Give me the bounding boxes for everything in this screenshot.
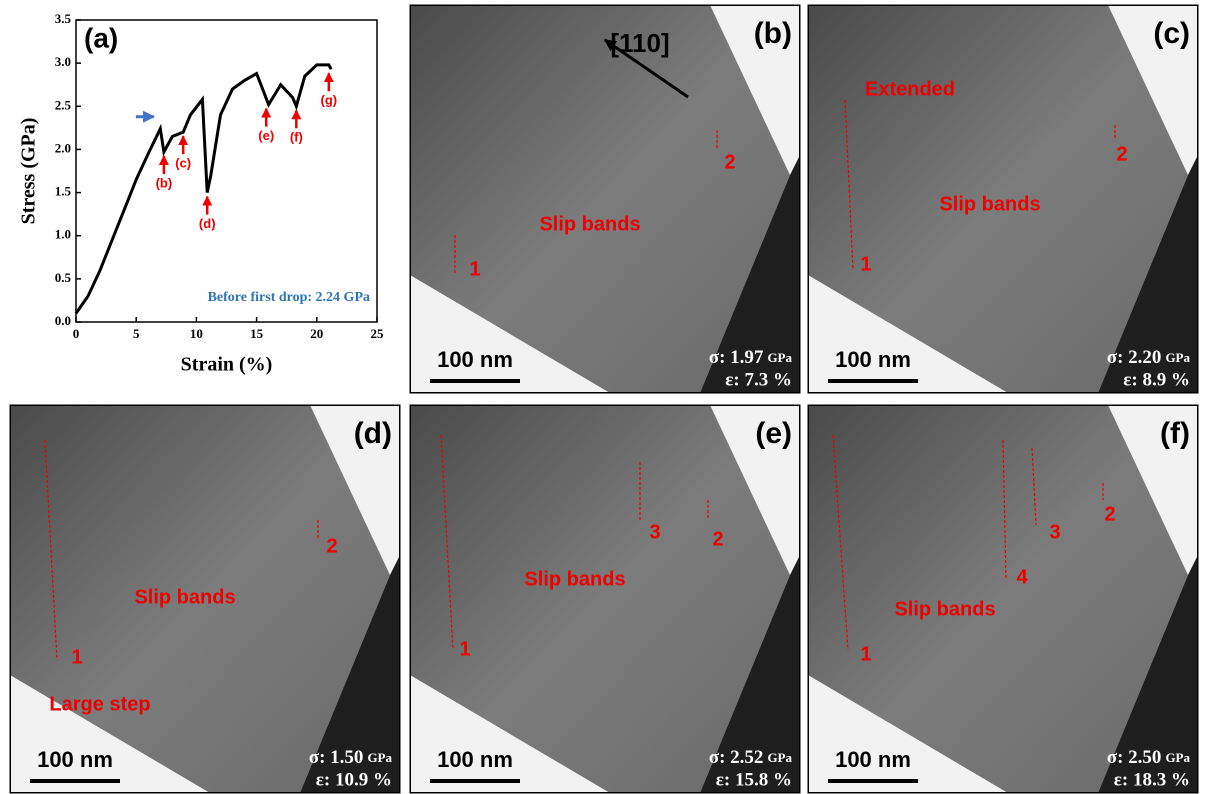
- marker-label: (f): [290, 130, 303, 145]
- stress-value: σ: 1.97: [709, 347, 764, 368]
- annotation: 1: [71, 646, 82, 668]
- scale-label: 100 nm: [37, 747, 113, 772]
- annotation: Large step: [49, 693, 150, 715]
- stress-value: σ: 2.52: [709, 747, 764, 768]
- stress-value: σ: 2.20: [1107, 347, 1162, 368]
- panel-label: (c): [1153, 17, 1190, 50]
- x-tick-label: 10: [190, 326, 203, 341]
- annotation: 2: [1116, 143, 1127, 165]
- x-tick-label: 15: [250, 326, 264, 341]
- annotation: 2: [326, 535, 337, 557]
- annotation: 1: [469, 258, 480, 280]
- annotation: 1: [459, 638, 470, 660]
- annotation: Slip bands: [539, 213, 640, 235]
- x-tick-label: 0: [73, 326, 80, 341]
- stress-value: σ: 1.50: [309, 747, 364, 768]
- strain-label: ε: 7.3 %: [725, 369, 792, 390]
- annotation: [110]: [610, 28, 669, 58]
- annotation: 1: [860, 643, 871, 665]
- marker-label: (g): [321, 93, 338, 108]
- stress-value: σ: 2.50: [1107, 747, 1162, 768]
- marker-label: (b): [156, 175, 173, 190]
- stress-unit: GPa: [767, 350, 792, 365]
- annotation: 4: [1016, 566, 1028, 588]
- scale-label: 100 nm: [437, 347, 513, 372]
- annotation: 2: [1104, 503, 1115, 525]
- marker-label: (c): [175, 156, 191, 171]
- stress-unit: GPa: [367, 750, 392, 765]
- scale-label: 100 nm: [437, 747, 513, 772]
- plot-frame: [76, 20, 377, 322]
- strain-label: ε: 8.9 %: [1123, 369, 1190, 390]
- annotation: 3: [1049, 521, 1060, 543]
- strain-label: ε: 10.9 %: [316, 769, 392, 790]
- annotation: Extended: [865, 78, 955, 100]
- x-axis-label: Strain (%): [181, 354, 273, 376]
- panel-label: (e): [755, 417, 792, 450]
- y-tick-label: 3.0: [55, 54, 71, 69]
- y-tick-label: 1.5: [55, 184, 72, 199]
- y-tick-label: 0.0: [55, 313, 71, 328]
- stress-unit: GPa: [1165, 350, 1190, 365]
- stress-strain-curve: [76, 65, 331, 314]
- annotation: Slip bands: [134, 586, 235, 608]
- marker-label: (d): [199, 216, 216, 231]
- y-axis-label: Stress (GPa): [18, 118, 40, 225]
- y-tick-label: 2.5: [55, 97, 72, 112]
- x-tick-label: 25: [371, 326, 385, 341]
- annotation: 1: [860, 253, 871, 275]
- x-tick-label: 20: [310, 326, 323, 341]
- strain-label: ε: 18.3 %: [1114, 769, 1190, 790]
- figure: 0.0 0.5 1.0 1.5 2.0 2.5 3.0 3.5 0 5 10 15 20 25 Strain…: [0, 0, 1205, 794]
- panel-label: (a): [84, 22, 118, 53]
- y-tick-label: 0.5: [55, 270, 72, 285]
- y-tick-label: 1.0: [55, 227, 71, 242]
- stress-unit: GPa: [1165, 750, 1190, 765]
- annotation: Before first drop: 2.24 GPa: [208, 290, 370, 305]
- x-tick-label: 5: [133, 326, 140, 341]
- annotation: Slip bands: [524, 568, 625, 590]
- annotation: 3: [649, 521, 660, 543]
- panel-label: (b): [754, 17, 792, 50]
- stress-unit: GPa: [767, 750, 792, 765]
- annotation: Slip bands: [894, 598, 995, 620]
- panel-label: (f): [1160, 417, 1190, 450]
- annotation: Slip bands: [939, 193, 1040, 215]
- y-tick-label: 3.5: [55, 11, 72, 26]
- annotation: 2: [724, 151, 735, 173]
- annotation: 2: [712, 528, 723, 550]
- strain-label: ε: 15.8 %: [716, 769, 792, 790]
- scale-label: 100 nm: [835, 747, 911, 772]
- scale-label: 100 nm: [835, 347, 911, 372]
- marker-label: (e): [258, 128, 274, 143]
- panel-label: (d): [354, 417, 392, 450]
- y-tick-label: 2.0: [55, 140, 71, 155]
